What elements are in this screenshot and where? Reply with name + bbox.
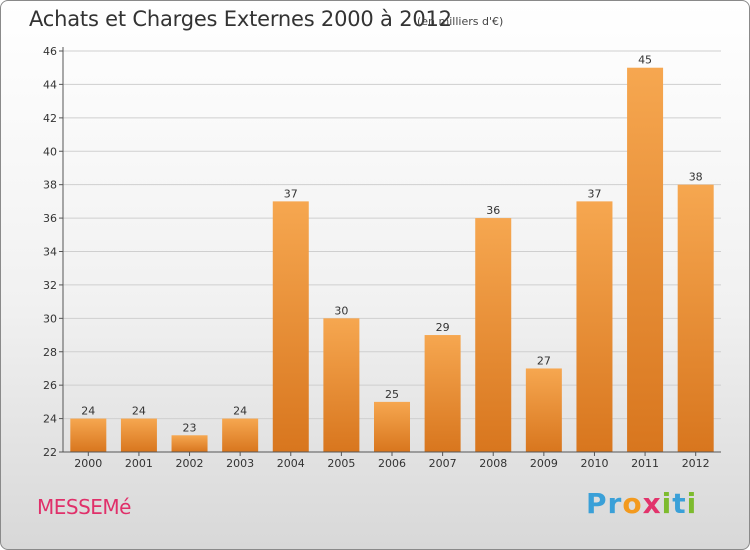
- bar-value-label: 36: [486, 204, 500, 217]
- logo-letter: i: [686, 487, 698, 520]
- x-tick-label: 2006: [378, 457, 406, 470]
- axes: 22 24 26 28 30 32 34 36 38 40 42 44 46 2000 2001 2002 20…: [43, 45, 721, 470]
- y-tick-label: 42: [43, 112, 57, 125]
- y-tick-label: 38: [43, 179, 57, 192]
- bars: 24 24 23 24 37 30 25 29 36 27 37 45 38: [70, 54, 714, 452]
- bar-2008: [475, 218, 512, 452]
- y-tick-label: 32: [43, 279, 57, 292]
- x-tick-label: 2000: [74, 457, 102, 470]
- logo-letter: t: [672, 487, 687, 520]
- chart-title: Achats et Charges Externes 2000 à 2012: [29, 7, 452, 31]
- y-tick-label: 26: [43, 379, 57, 392]
- bar-2005: [323, 318, 360, 452]
- bar-2012: [677, 184, 714, 452]
- y-tick-label: 40: [43, 145, 57, 158]
- y-tick-label: 24: [43, 413, 57, 426]
- x-tick-label: 2011: [631, 457, 659, 470]
- y-tick-label: 34: [43, 246, 57, 259]
- x-tick-label: 2001: [125, 457, 153, 470]
- bar-value-label: 45: [638, 54, 652, 67]
- y-tick-label: 30: [43, 312, 57, 325]
- bar-value-label: 24: [233, 405, 247, 418]
- x-tick-label: 2008: [479, 457, 507, 470]
- y-tick-label: 44: [43, 78, 57, 91]
- bar-value-label: 24: [81, 405, 95, 418]
- bar-2001: [120, 418, 157, 452]
- y-tick-label: 22: [43, 446, 57, 459]
- logo-letter: x: [642, 487, 662, 520]
- bar-value-label: 23: [183, 421, 197, 434]
- chart-subtitle: (en milliers d'€): [417, 15, 504, 28]
- commune-name: MESSEMé: [37, 495, 131, 519]
- bar-2004: [272, 201, 309, 452]
- x-tick-label: 2012: [682, 457, 710, 470]
- logo-letter: o: [622, 487, 643, 520]
- x-tick-label: 2007: [429, 457, 457, 470]
- bar-value-label: 30: [334, 304, 348, 317]
- bar-2009: [525, 368, 562, 452]
- logo-letter: r: [607, 487, 623, 520]
- bar-2010: [576, 201, 613, 452]
- bar-2007: [424, 335, 461, 452]
- x-tick-label: 2003: [226, 457, 254, 470]
- bar-2006: [374, 401, 410, 452]
- bar-value-label: 29: [436, 321, 450, 334]
- proxiti-logo: Proxiti: [586, 487, 697, 520]
- logo-letter: P: [586, 487, 608, 520]
- y-tick-label: 46: [43, 45, 57, 58]
- bar-value-label: 38: [689, 171, 703, 184]
- bar-2003: [222, 418, 259, 452]
- y-tick-label: 28: [43, 346, 57, 359]
- x-tick-label: 2009: [530, 457, 558, 470]
- bar-value-label: 27: [537, 354, 551, 367]
- bar-value-label: 37: [284, 187, 298, 200]
- x-tick-label: 2005: [327, 457, 355, 470]
- bar-2011: [627, 67, 664, 452]
- bar-2000: [70, 418, 107, 452]
- bar-2002: [171, 435, 208, 452]
- bar-value-label: 37: [587, 187, 601, 200]
- x-tick-label: 2004: [277, 457, 305, 470]
- logo-letter: i: [661, 487, 673, 520]
- bar-value-label: 24: [132, 405, 146, 418]
- x-tick-label: 2002: [176, 457, 204, 470]
- bar-value-label: 25: [385, 388, 399, 401]
- y-tick-label: 36: [43, 212, 57, 225]
- x-tick-label: 2010: [580, 457, 608, 470]
